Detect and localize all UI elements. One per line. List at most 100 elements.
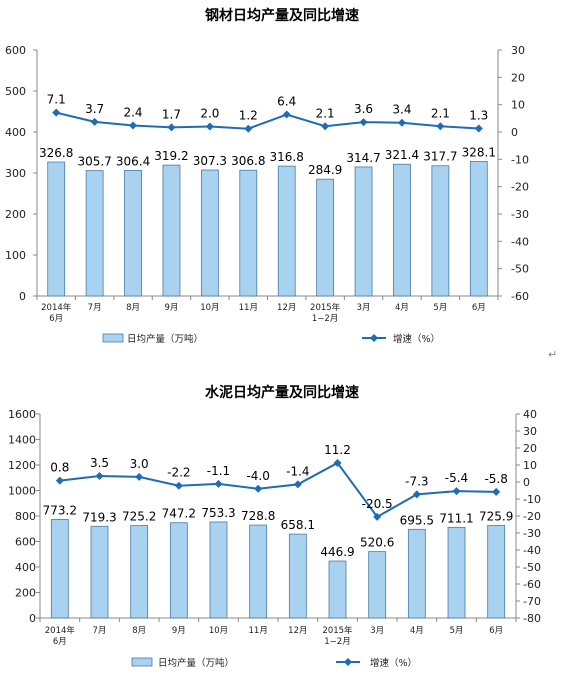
legend-line-marker — [344, 658, 352, 666]
x-tick-label: 11月 — [239, 303, 258, 313]
bar — [288, 533, 307, 619]
right-tick-label: 0 — [523, 476, 530, 489]
left-tick-label: 0 — [19, 290, 26, 303]
bar-data-label: 307.3 — [193, 154, 227, 168]
x-tick-label: 2014年 — [45, 625, 76, 636]
line-data-label: 6.4 — [277, 95, 296, 109]
bar — [277, 165, 296, 297]
x-tick-label: 9月 — [172, 626, 186, 636]
legend-bar-swatch — [131, 657, 153, 667]
legend-bar-swatch — [102, 333, 124, 343]
left-tick-label: 200 — [5, 208, 26, 221]
bar-data-label: 747.2 — [162, 507, 196, 521]
bar-data-label: 306.4 — [116, 154, 150, 168]
x-tick-label: 8月 — [126, 303, 140, 313]
line-data-label: -4.0 — [246, 469, 269, 483]
growth-line — [55, 111, 479, 130]
x-tick-label: 7月 — [88, 303, 102, 313]
bar — [407, 528, 426, 619]
line-point — [397, 118, 406, 127]
line-data-label: 0.8 — [50, 461, 69, 475]
cement-chart: 水泥日均产量及同比增速02004006008001000120014001600… — [8, 384, 541, 669]
bar-data-label: 306.8 — [231, 154, 265, 168]
line-data-label: -2.2 — [167, 466, 190, 480]
x-tick-label: 6月 — [472, 303, 486, 313]
line-point — [474, 124, 483, 133]
bar-data-label: 321.4 — [385, 148, 419, 162]
line-data-label: 3.7 — [85, 102, 104, 116]
left-tick-label: 200 — [15, 587, 36, 600]
line-point — [244, 124, 253, 133]
bar-data-label: 719.3 — [82, 510, 116, 524]
x-tick-label: 10月 — [200, 303, 219, 313]
bar — [354, 166, 373, 297]
right-tick-label: -10 — [523, 493, 541, 506]
x-tick-label: 6月 — [489, 626, 503, 636]
bar — [130, 525, 149, 619]
right-tick-label: -20 — [511, 181, 529, 194]
left-tick-label: 600 — [5, 44, 26, 57]
x-tick-label: 4月 — [395, 303, 409, 313]
line-data-label: 2.4 — [123, 105, 142, 119]
x-tick-label: 1−2月 — [324, 637, 350, 647]
line-point — [95, 472, 104, 481]
steel-chart: 钢材日均产量及同比增速0100200300400500600-60-50-40-… — [5, 7, 529, 345]
legend-line-label: 增速（%） — [393, 333, 440, 345]
bar-data-label: 284.9 — [308, 163, 342, 177]
bar-data-label: 326.8 — [39, 146, 73, 160]
bar — [393, 163, 411, 297]
line-point — [52, 108, 61, 117]
x-tick-label: 11月 — [249, 626, 268, 636]
line-point — [129, 121, 138, 130]
x-tick-label: 3月 — [370, 626, 384, 636]
line-data-label: -1.4 — [286, 464, 309, 478]
growth-line — [59, 461, 497, 519]
line-data-label: 2.1 — [431, 106, 450, 120]
right-tick-label: 10 — [523, 459, 537, 472]
bar-data-label: 520.6 — [360, 536, 394, 550]
line-data-label: -5.8 — [484, 472, 507, 486]
left-tick-label: 100 — [5, 249, 26, 262]
line-data-label: 1.3 — [469, 108, 488, 122]
line-point — [167, 123, 176, 132]
x-tick-label: 2015年 — [322, 625, 353, 636]
line-data-label: 1.7 — [162, 107, 181, 121]
right-tick-label: -60 — [523, 578, 541, 591]
line-point — [333, 458, 342, 467]
x-tick-label: 3月 — [357, 303, 371, 313]
left-tick-label: 1200 — [8, 459, 36, 472]
bar-data-label: 305.7 — [77, 155, 111, 169]
bar-data-label: 773.2 — [43, 503, 77, 517]
legend-line-marker — [370, 334, 378, 342]
line-point — [254, 484, 263, 493]
bar — [447, 526, 466, 619]
legend-bar-label: 日均产量（万吨） — [127, 333, 203, 345]
x-tick-label: 5月 — [433, 303, 447, 313]
bar — [487, 525, 506, 619]
left-tick-label: 1600 — [8, 408, 36, 421]
x-tick-label: 9月 — [164, 303, 178, 313]
right-tick-label: -40 — [511, 235, 529, 248]
bar-data-label: 725.2 — [122, 510, 156, 524]
left-tick-label: 300 — [5, 167, 26, 180]
bar — [239, 169, 258, 297]
bar — [90, 525, 109, 619]
line-data-label: 3.0 — [130, 457, 149, 471]
left-tick-label: 600 — [15, 536, 36, 549]
line-data-label: 3.4 — [392, 103, 411, 117]
right-tick-label: -10 — [511, 153, 529, 166]
right-tick-label: -80 — [523, 612, 541, 625]
x-tick-label: 2015年 — [310, 302, 341, 313]
line-data-label: -7.3 — [405, 474, 428, 488]
line-point — [492, 487, 501, 496]
bar — [469, 161, 488, 297]
line-data-label: -20.5 — [362, 497, 393, 511]
bar-data-label: 711.1 — [439, 511, 473, 525]
right-tick-label: -40 — [523, 544, 541, 557]
bar — [162, 164, 181, 297]
bar-data-label: 319.2 — [154, 149, 188, 163]
bar — [50, 519, 69, 619]
line-point — [359, 118, 368, 127]
line-data-label: 2.1 — [316, 106, 335, 120]
x-tick-label: 2014年 — [41, 302, 72, 313]
